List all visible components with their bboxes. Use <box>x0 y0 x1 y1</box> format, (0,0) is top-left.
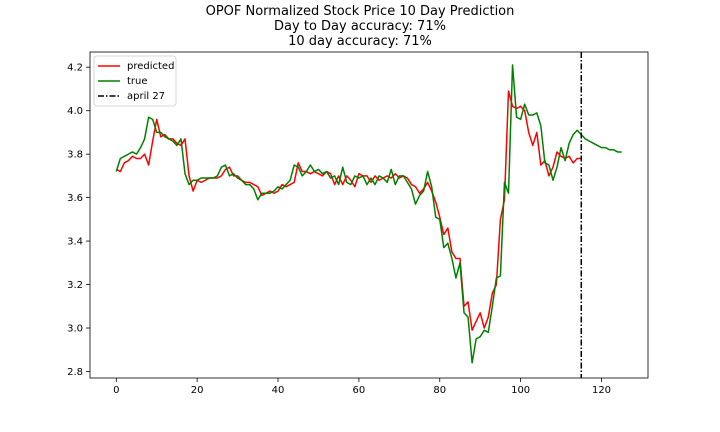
legend: predicted true april 27 <box>93 55 177 107</box>
y-tick-label: 3.6 <box>67 193 83 204</box>
x-tick-label: 120 <box>592 385 611 396</box>
legend-box <box>93 55 177 107</box>
y-tick-label: 4.2 <box>67 63 83 74</box>
series-line-true <box>115 64 622 364</box>
y-axis-ticks: 2.8 3.0 3.2 3.4 3.6 3.8 4.0 4.2 <box>67 63 90 378</box>
y-tick-label: 2.8 <box>67 367 83 378</box>
plot-area <box>89 51 649 379</box>
legend-label-april-27: april 27 <box>127 91 165 102</box>
chart-subtitle-10day-accuracy: 10 day accuracy: 71% <box>288 34 432 49</box>
x-tick-label: 20 <box>191 385 204 396</box>
x-tick-label: 80 <box>433 385 446 396</box>
x-tick-label: 60 <box>353 385 366 396</box>
y-tick-label: 4.0 <box>67 106 83 117</box>
y-tick-label: 3.4 <box>67 237 83 248</box>
legend-label-predicted: predicted <box>127 61 174 72</box>
chart-subtitle-day-accuracy: Day to Day accuracy: 71% <box>274 19 446 34</box>
x-axis-ticks: 0 20 40 60 80 100 120 <box>113 378 611 396</box>
x-tick-label: 100 <box>511 385 530 396</box>
y-tick-label: 3.8 <box>67 150 83 161</box>
chart-title: OPOF Normalized Stock Price 10 Day Predi… <box>205 4 515 19</box>
legend-label-true: true <box>127 76 148 87</box>
y-tick-label: 3.0 <box>67 324 83 335</box>
series-layer <box>115 64 622 364</box>
x-tick-label: 0 <box>113 385 119 396</box>
x-tick-label: 40 <box>272 385 285 396</box>
y-tick-label: 3.2 <box>67 280 83 291</box>
